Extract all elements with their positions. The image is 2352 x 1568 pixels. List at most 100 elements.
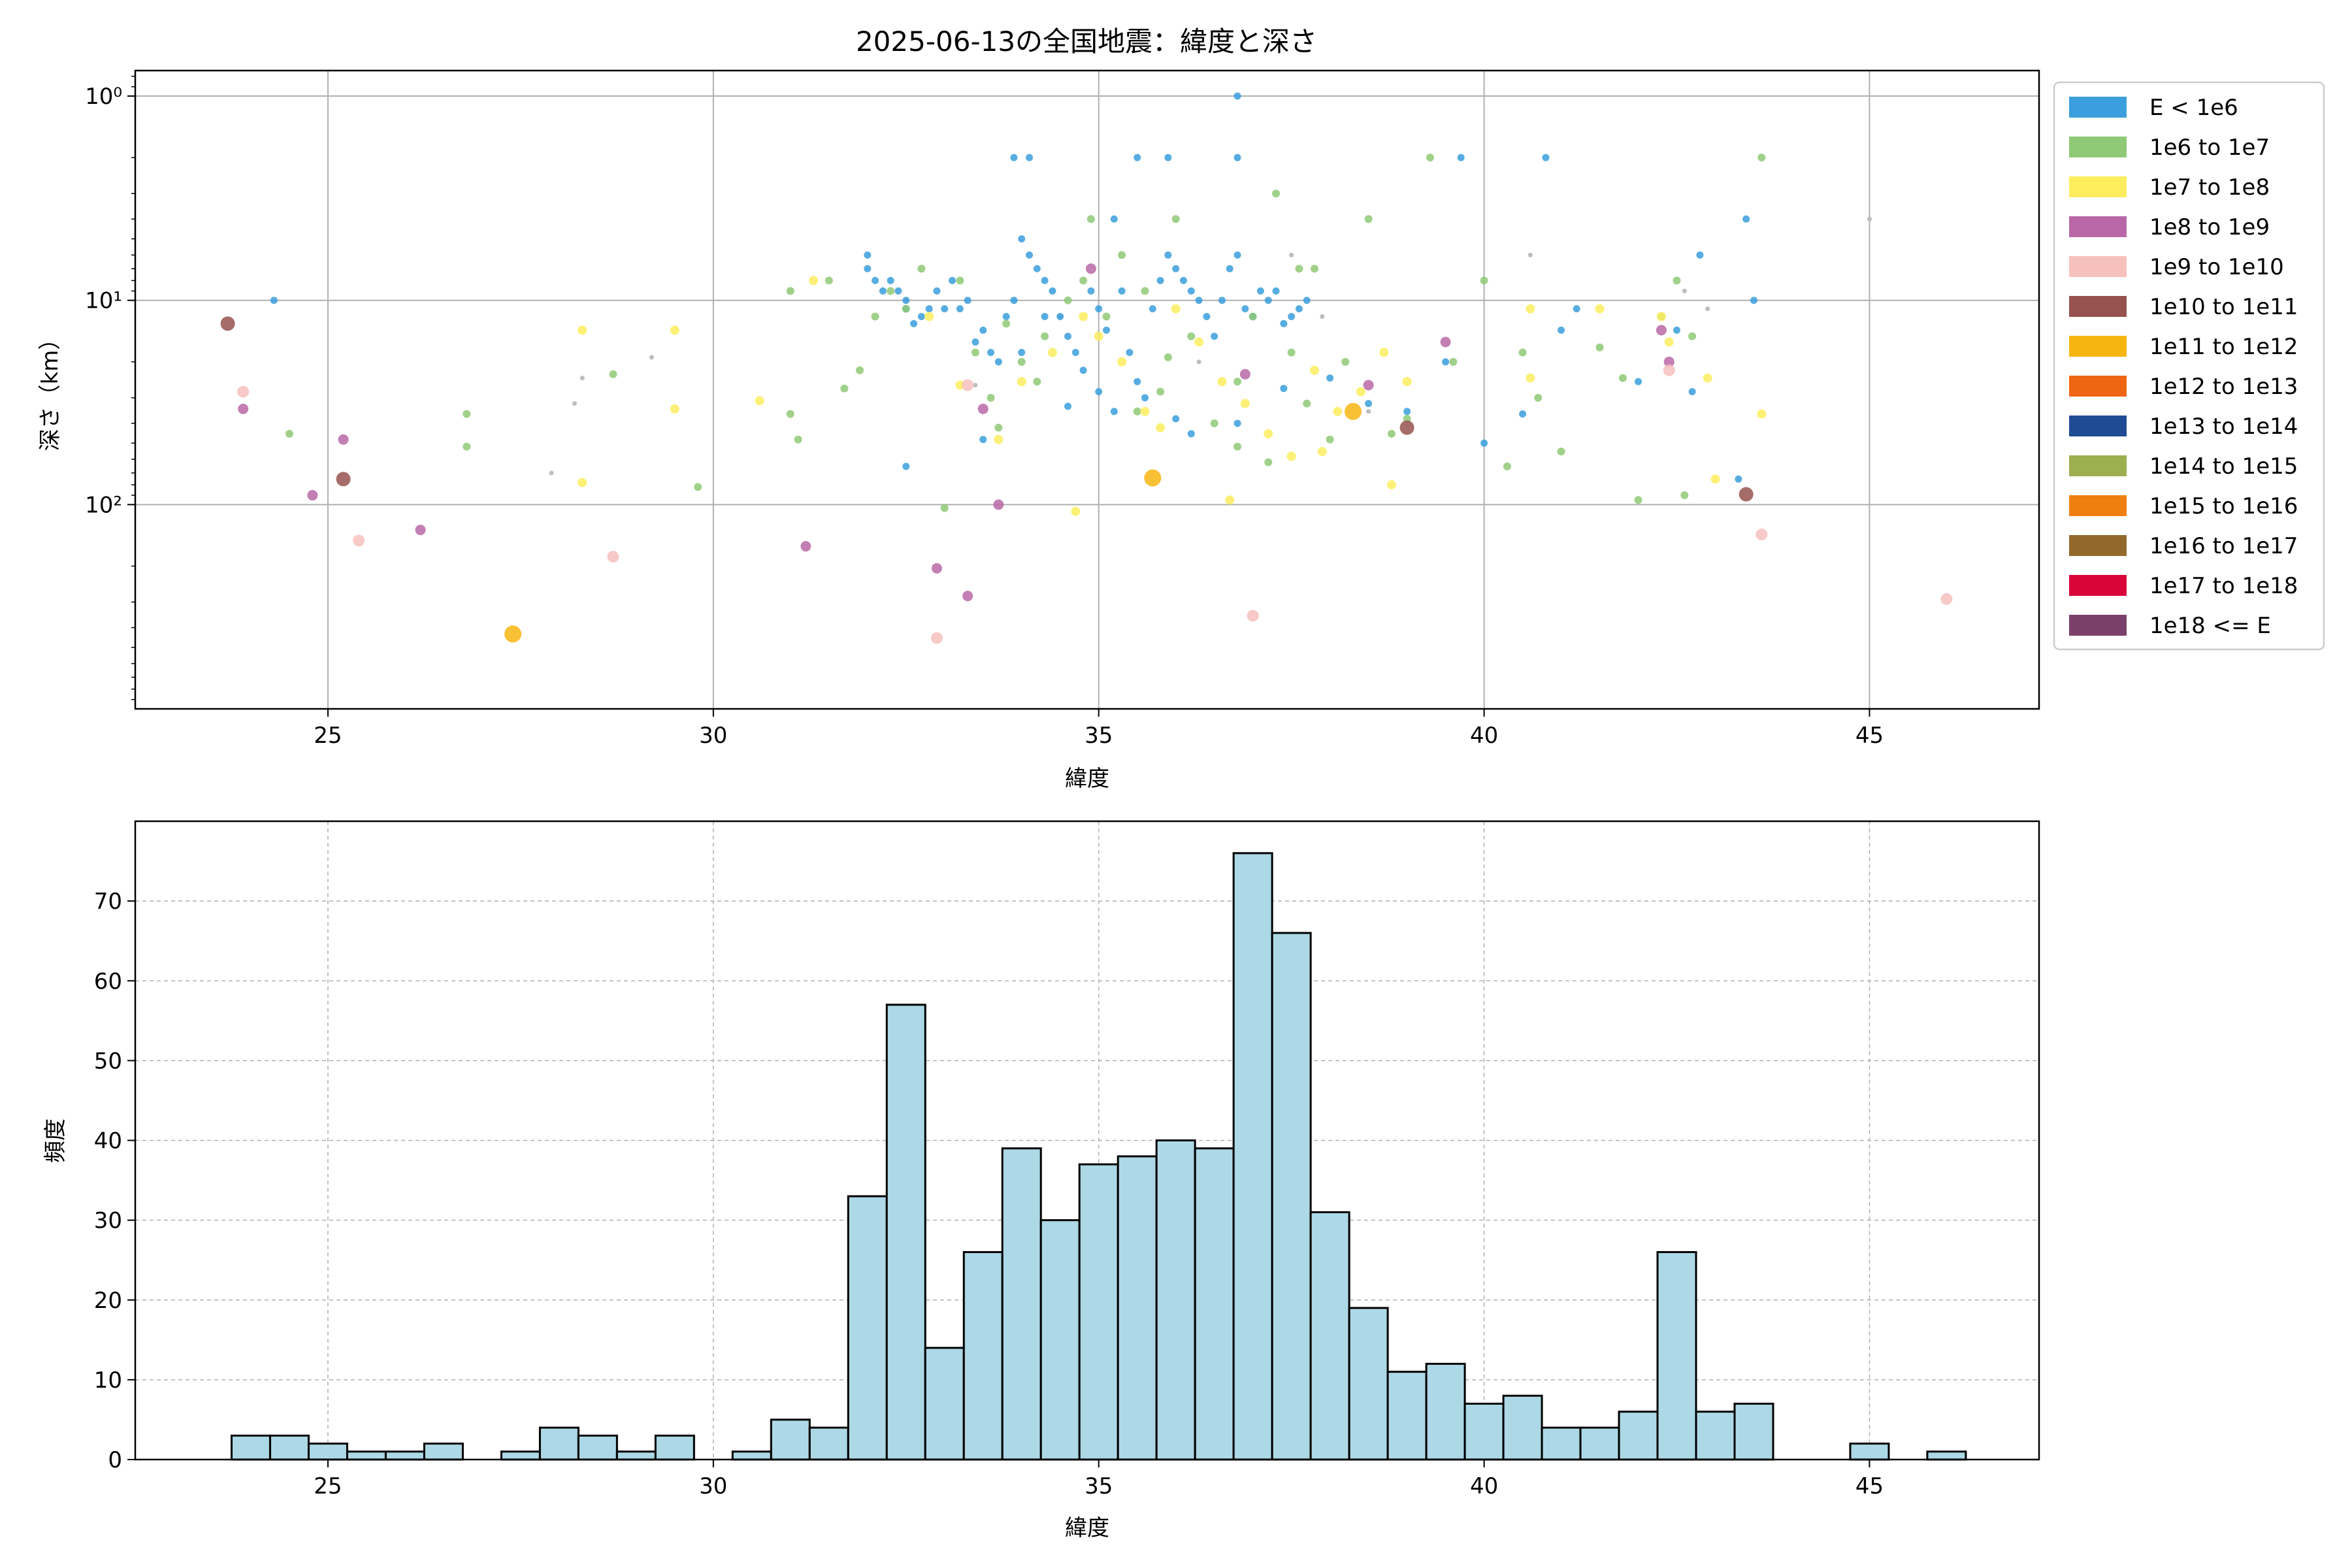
scatter-point [1303,399,1311,408]
histogram-bar [924,1347,965,1461]
scatter-point [910,319,918,327]
scatter-point [786,410,794,418]
scatter-point [1703,373,1712,383]
scatter-point [694,483,702,491]
scatter-point [1663,364,1675,376]
scatter-point [902,304,910,313]
scatter-point [1187,287,1195,295]
scatter-point [1102,326,1110,334]
histogram-x-tick-label: 40 [1470,1473,1498,1499]
scatter-point [1203,312,1211,320]
scatter-point [887,276,894,284]
histogram-y-tick-label: 20 [94,1288,122,1314]
scatter-point [949,276,956,284]
scatter-point [1240,399,1250,408]
histogram-bar [1386,1371,1428,1461]
scatter-point [1156,276,1164,284]
scatter-point [1086,215,1095,223]
scatter-point [933,287,941,295]
scatter-point [609,370,617,378]
scatter-point [504,625,522,643]
scatter-point-minor [572,401,577,406]
scatter-point [1010,154,1018,161]
scatter-point-minor [1867,216,1872,221]
scatter-x-axis-label: 緯度 [1065,766,1109,792]
histogram-x-ticks: 25 30 35 40 45 [314,1460,1884,1499]
histogram-bar [269,1434,310,1461]
scatter-point [1680,491,1689,500]
scatter-point [1033,378,1041,386]
legend-items: E < 1e6 1e6 to 1e7 1e7 to 1e8 1e8 to 1e9 1e9… [2069,95,2298,639]
scatter-point [1049,287,1056,295]
histogram-bar [423,1443,464,1461]
scatter-point [1402,377,1412,387]
scatter-point [1218,297,1226,304]
scatter-point [1172,415,1180,423]
scatter-point [1064,333,1072,340]
legend-label: 1e6 to 1e7 [2149,135,2270,161]
legend-swatch [2069,615,2127,636]
scatter-point [336,472,351,487]
scatter-point [1750,297,1757,304]
scatter-point [1233,154,1241,161]
scatter-point [1442,358,1450,366]
histogram-bar [962,1250,1004,1461]
scatter-point [607,551,619,563]
histogram-x-tick-label: 45 [1855,1473,1884,1499]
scatter-point [1256,287,1264,295]
scatter-point [1688,332,1697,340]
scatter-point [1634,496,1642,504]
scatter-point-minor [1196,359,1201,365]
legend-label: 1e11 to 1e12 [2149,334,2298,360]
histogram-y-ticks: 0 10 20 30 40 50 60 70 [94,889,135,1473]
histogram-y-tick-label: 70 [94,889,122,915]
histogram-bar [1541,1426,1582,1461]
scatter-point [1079,312,1088,321]
histogram-x-tick-label: 25 [314,1473,342,1499]
scatter-point [1688,388,1696,396]
scatter-point [1311,265,1319,273]
scatter-point-minor [1366,409,1371,414]
scatter-point-minor [580,376,585,381]
scatter-point [1064,296,1072,304]
histogram-bar [654,1434,695,1461]
scatter-point [1064,402,1072,410]
scatter-point [855,366,864,374]
scatter-point [1187,430,1195,438]
legend-swatch [2069,336,2127,357]
scatter-point [1002,312,1010,320]
scatter-point [971,348,979,357]
legend-label: E < 1e6 [2149,95,2238,121]
scatter-point [1399,420,1414,435]
histogram-bar [1926,1450,1967,1461]
scatter-point [1133,407,1141,416]
scatter-point [1664,337,1674,347]
scatter-point [1233,378,1242,386]
histogram-bar [1001,1147,1042,1461]
scatter-point [1341,357,1350,366]
scatter-y-axis-label: 深さ（km） [37,328,63,451]
scatter-x-tick-label: 45 [1855,723,1884,749]
scatter-point [1326,435,1334,444]
scatter-point [1387,480,1397,490]
histogram-bar [770,1418,811,1461]
histogram-bar [885,1004,926,1461]
scatter-point [670,404,679,414]
scatter-y-ticks: 10⁰ 10¹ 10² [85,76,135,700]
legend-swatch [2069,376,2127,397]
scatter-point [871,312,879,321]
scatter-point [1742,215,1750,223]
scatter-point [1156,423,1166,433]
scatter-point [987,393,995,402]
scatter-point [1503,462,1511,470]
scatter-point [930,632,943,644]
scatter-point [1071,506,1081,516]
scatter-point [755,396,764,406]
scatter-point [1233,92,1241,100]
scatter-point [1618,374,1627,382]
scatter-point [1756,529,1768,541]
scatter-point [917,312,925,320]
legend-swatch [2069,495,2127,516]
legend-label: 1e13 to 1e14 [2149,414,2298,440]
scatter-point [1118,287,1126,295]
